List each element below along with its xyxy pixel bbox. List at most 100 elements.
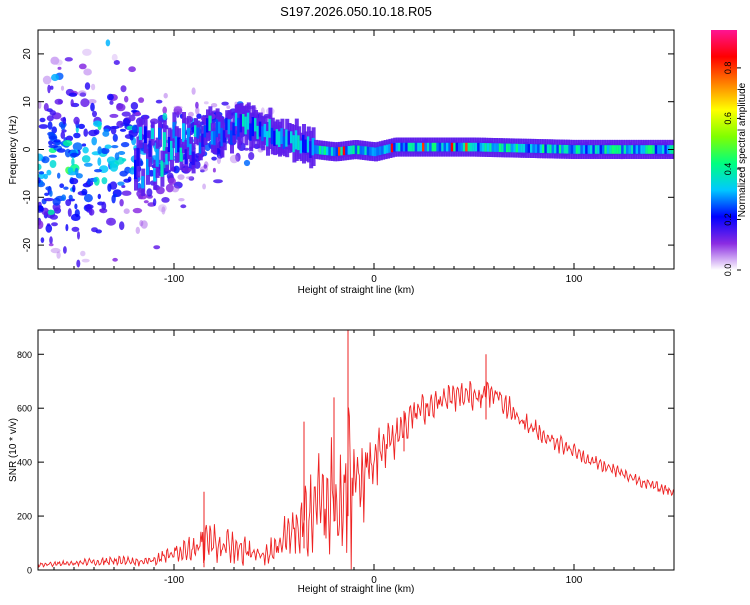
spectrogram-cell (628, 145, 632, 154)
spectrogram-cell (211, 156, 217, 161)
spectrogram-cell (155, 148, 159, 167)
spectrogram-cell (109, 100, 114, 105)
spectrogram-cell (39, 117, 46, 123)
spectrogram-cell (101, 177, 108, 185)
spectrogram-cell (575, 145, 579, 154)
spectrogram-cell (280, 128, 284, 144)
spectrogram-cell (84, 204, 94, 210)
spectrogram-cell (109, 163, 119, 172)
spectrogram-cell (150, 128, 154, 139)
spectrogram-cell (585, 145, 589, 154)
spectrogram-cell (186, 127, 190, 148)
spectrogram-cell (189, 143, 193, 155)
spectrogram-cell (534, 144, 538, 153)
spectrogram-cell (76, 259, 81, 268)
spectrogram-cell (138, 195, 144, 200)
spectrogram-cell (642, 145, 646, 154)
spectrogram-cell (64, 57, 73, 62)
spectrogram-cell (50, 56, 60, 65)
spectrogram-cell (362, 146, 366, 155)
spectrogram-cell (609, 145, 613, 154)
spectrogram-cell (191, 151, 195, 166)
spectrogram-cell (38, 205, 44, 212)
spectrogram-cell (174, 136, 178, 153)
spectrogram-cell (119, 128, 127, 132)
spectrogram-cell (49, 135, 57, 140)
spectrogram-cell (162, 132, 166, 151)
spectrogram-cell (74, 203, 78, 210)
spectrogram-cell (45, 224, 53, 233)
spectrogram-cell (60, 131, 66, 139)
spectrogram-cell (243, 159, 251, 167)
spectrogram-cell (194, 160, 201, 169)
spectrogram-cell (650, 145, 654, 154)
spectrogram-cell (128, 114, 136, 122)
snr-y-tick-label: 200 (17, 512, 32, 522)
spectrogram-cell (364, 146, 368, 155)
spectrogram-cell (155, 99, 163, 104)
spectrogram-cell (83, 162, 93, 167)
spectrogram-cell (196, 127, 200, 139)
spectrogram-cell (664, 145, 668, 154)
spectrogram-x-ticks: -100 0 100 (53, 30, 675, 285)
spectrogram-cell (120, 85, 127, 93)
spectrogram-cell (611, 145, 615, 154)
spectrogram-cell (654, 145, 658, 154)
spectrogram-cell (60, 85, 65, 91)
spectrogram-cell (62, 139, 73, 147)
spectrogram-y-tick-label: 10 (22, 96, 33, 108)
spectrogram-cell (139, 220, 144, 227)
spectrogram-cell (278, 131, 282, 147)
spectrogram-cell (638, 145, 642, 154)
spectrogram-cell (239, 114, 243, 133)
spectrogram-cell (438, 142, 442, 152)
spectrogram-cell (121, 185, 126, 188)
spectrogram-cell (618, 145, 622, 154)
spectrogram-cell (251, 117, 255, 137)
spectrogram-cell (374, 147, 378, 157)
spectrogram-cell (573, 145, 577, 154)
spectrogram-cell (94, 169, 102, 173)
spectrogram-cell (140, 220, 148, 229)
spectrogram-cell (116, 120, 124, 128)
spectrogram-cell (340, 146, 344, 156)
spectrogram-cell (623, 145, 627, 154)
spectrogram-cell (208, 115, 212, 131)
spectrogram-cell (73, 116, 80, 125)
spectrogram-y-tick-label: 0 (22, 146, 33, 152)
spectrogram-x-tick-label: 0 (371, 274, 377, 285)
spectrogram-cell (50, 247, 61, 254)
spectrogram-cell (68, 194, 73, 200)
spectrogram-cell (81, 188, 88, 196)
spectrogram-cell (196, 113, 202, 119)
spectrogram-cell (158, 204, 167, 213)
spectrogram-cell (180, 204, 187, 209)
spectrogram-cell (431, 142, 435, 152)
spectrogram-cell (177, 174, 185, 180)
spectrogram-cell (128, 66, 136, 73)
spectrogram-cell (56, 148, 66, 153)
spectrogram-cell (52, 197, 61, 206)
spectrogram-cell (43, 197, 54, 202)
spectrogram-cell (111, 194, 116, 204)
spectrogram-cell (79, 92, 87, 97)
spectrogram-cell (604, 145, 608, 154)
colorbar-label: Normalized spectral amplitude (737, 82, 748, 217)
snr-y-tick-label: 800 (17, 350, 32, 360)
spectrogram-cell (71, 158, 75, 166)
spectrogram-cell (226, 105, 231, 109)
spectrogram-cell (326, 146, 330, 156)
spectrogram-cell (294, 130, 298, 150)
spectrogram-cell (49, 160, 57, 168)
spectrogram-cell (400, 142, 404, 152)
spectrogram-cell (210, 131, 214, 145)
spectrogram-cell (616, 145, 620, 154)
spectrogram-cell (68, 92, 78, 97)
spectrogram-cell (566, 145, 570, 154)
spectrogram-cell (119, 221, 125, 231)
spectrogram-cell (522, 144, 526, 153)
spectrogram-cell (412, 142, 416, 152)
spectrogram-cell (38, 153, 44, 162)
spectrogram-cell (48, 243, 54, 247)
spectrogram-cell (78, 123, 85, 129)
